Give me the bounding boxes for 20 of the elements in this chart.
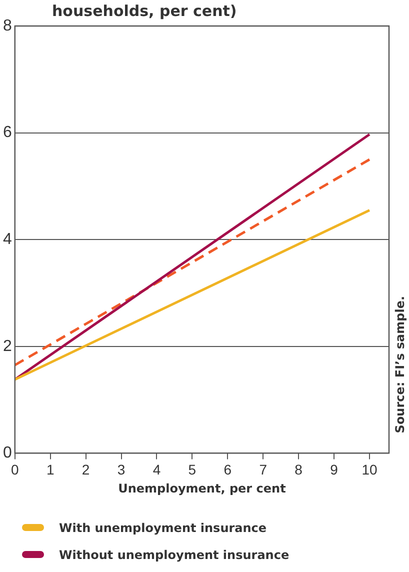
- legend-label: With unemployment insurance: [59, 520, 267, 534]
- source-note: Source: FI’s sample.: [393, 296, 408, 434]
- y-tick-label: 0: [2, 444, 12, 462]
- x-axis-title: Unemployment, per cent: [118, 481, 286, 496]
- y-tick-label: 8: [2, 17, 12, 34]
- y-tick-label: 6: [2, 124, 12, 142]
- x-tick-label: 6: [224, 461, 232, 478]
- x-tick-label: 7: [259, 461, 268, 478]
- y-tick-label: 4: [2, 231, 12, 248]
- x-tick-label: 2: [82, 461, 90, 478]
- x-tick-label: 1: [46, 461, 54, 478]
- chart-title: households, per cent): [52, 2, 237, 20]
- legend-label: Without unemployment insurance: [59, 548, 290, 562]
- x-tick-label: 8: [294, 461, 303, 478]
- x-tick-label: 10: [362, 461, 378, 478]
- x-tick-label: 3: [117, 461, 126, 478]
- y-tick-label: 2: [2, 338, 12, 355]
- x-tick-label: 5: [188, 461, 196, 478]
- x-tick-label: 4: [152, 461, 161, 478]
- x-tick-label: 9: [330, 461, 338, 478]
